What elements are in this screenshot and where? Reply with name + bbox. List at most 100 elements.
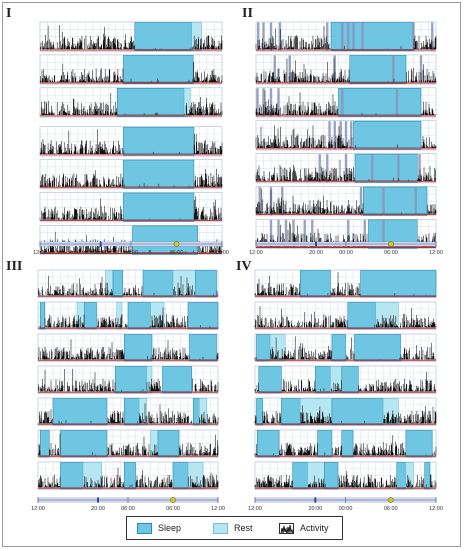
marker-bar <box>352 22 355 51</box>
activity-trace <box>37 433 219 456</box>
tick-label: 12:00 <box>215 250 229 256</box>
activity-trace <box>254 470 437 488</box>
day-row <box>255 186 437 217</box>
axis-marker <box>97 497 99 503</box>
rest-swatch <box>213 522 228 534</box>
tick-label: 12:00 <box>429 506 443 512</box>
legend-item-sleep: Sleep <box>137 521 181 535</box>
day-row <box>254 461 437 490</box>
activity-trace <box>254 306 437 328</box>
marker-bar <box>318 154 321 183</box>
sleep-episode <box>396 462 407 490</box>
sleep-episode <box>362 186 428 216</box>
sleep-episode <box>195 270 217 298</box>
tick-label: 06:00 <box>121 506 135 512</box>
marker-bar <box>382 187 385 216</box>
day-row <box>37 397 219 426</box>
marker-bar <box>311 219 314 249</box>
marker-bar <box>382 219 385 249</box>
sleep-episode <box>172 462 189 490</box>
legend: Sleep Rest Activity <box>126 516 343 540</box>
sleep-episode <box>123 126 195 156</box>
marker-bar <box>392 55 395 84</box>
sleep-episode <box>256 334 271 362</box>
activity-trace <box>38 339 219 360</box>
day-row <box>254 397 437 426</box>
marker-bar <box>328 121 331 150</box>
tick-label: 20:00 <box>308 506 322 512</box>
sleep-episode <box>192 398 200 426</box>
sleep-episode <box>134 22 192 52</box>
marker-bar <box>269 22 273 51</box>
marker-bar <box>414 187 417 216</box>
sleep-episode <box>360 270 437 298</box>
day-row <box>255 153 437 184</box>
marker-bar <box>418 154 421 183</box>
sleep-episode <box>354 334 401 362</box>
sleep-episode <box>347 302 376 330</box>
sleep-episode <box>123 462 136 490</box>
day-row <box>254 269 437 298</box>
marker-bar <box>273 55 276 84</box>
tick-label: 20:00 <box>94 250 108 256</box>
rest-episode <box>146 366 153 394</box>
marker-bar <box>262 88 265 117</box>
day-row <box>254 365 437 394</box>
activity-trace <box>39 168 223 187</box>
activity-trace <box>254 405 437 424</box>
day-row <box>37 429 219 458</box>
activity-trace <box>255 125 437 148</box>
day-row <box>254 429 437 458</box>
tick-label: 20:00 <box>309 250 323 256</box>
sleep-episode <box>157 430 180 458</box>
time-marker-icon <box>173 241 180 247</box>
marker-bar <box>257 22 260 51</box>
day-row <box>39 21 223 52</box>
marker-bar <box>269 219 273 249</box>
day-row <box>254 333 437 362</box>
tick-label: 12:00 <box>248 506 262 512</box>
legend-item-activity: Activity <box>279 521 329 535</box>
day-row <box>37 269 219 298</box>
panel-0: I 12:00 20:00 06:00 06:00 12:00 <box>6 6 229 256</box>
sleep-swatch <box>137 522 152 534</box>
activity-trace <box>37 467 219 488</box>
day-row <box>39 126 223 157</box>
axis-marker <box>99 241 102 247</box>
activity-trace <box>38 368 219 392</box>
panel-2: III 12:00 20:00 06:00 06:00 12:00 <box>6 259 225 512</box>
marker-bar <box>363 219 366 249</box>
tick-label: 20:00 <box>91 506 105 512</box>
activity-trace <box>255 90 437 116</box>
panel-3: IV 12:00 20:00 00:00 06:00 12:00 <box>236 259 443 512</box>
tick-label: 12:00 <box>33 250 47 256</box>
day-row <box>254 301 437 330</box>
panel-title: I <box>6 6 11 21</box>
activity-trace <box>39 129 223 154</box>
marker-bar <box>347 22 350 51</box>
marker-bar <box>288 55 291 84</box>
sleep-episode <box>405 430 433 458</box>
tick-label: 00:00 <box>339 250 353 256</box>
marker-bar <box>412 22 415 51</box>
sleep-episode <box>142 270 174 298</box>
day-row <box>39 159 223 190</box>
day-row <box>37 301 219 330</box>
rest-episode <box>138 398 148 426</box>
activity-trace <box>255 188 437 214</box>
day-row <box>255 54 437 85</box>
marker-bar <box>419 55 423 84</box>
day-row <box>39 192 223 223</box>
activity-trace <box>38 307 219 328</box>
marker-bar <box>326 22 329 51</box>
panel-title: III <box>6 259 22 274</box>
sleep-episode <box>123 334 153 362</box>
rest-episode <box>183 88 191 117</box>
time-axis: 12:00 20:00 00:00 06:00 12:00 <box>248 497 443 512</box>
sleep-episode <box>127 302 151 330</box>
marker-bar <box>269 88 273 117</box>
activity-trace <box>39 196 223 220</box>
activity-trace <box>39 25 223 50</box>
activity-trace <box>255 58 437 83</box>
